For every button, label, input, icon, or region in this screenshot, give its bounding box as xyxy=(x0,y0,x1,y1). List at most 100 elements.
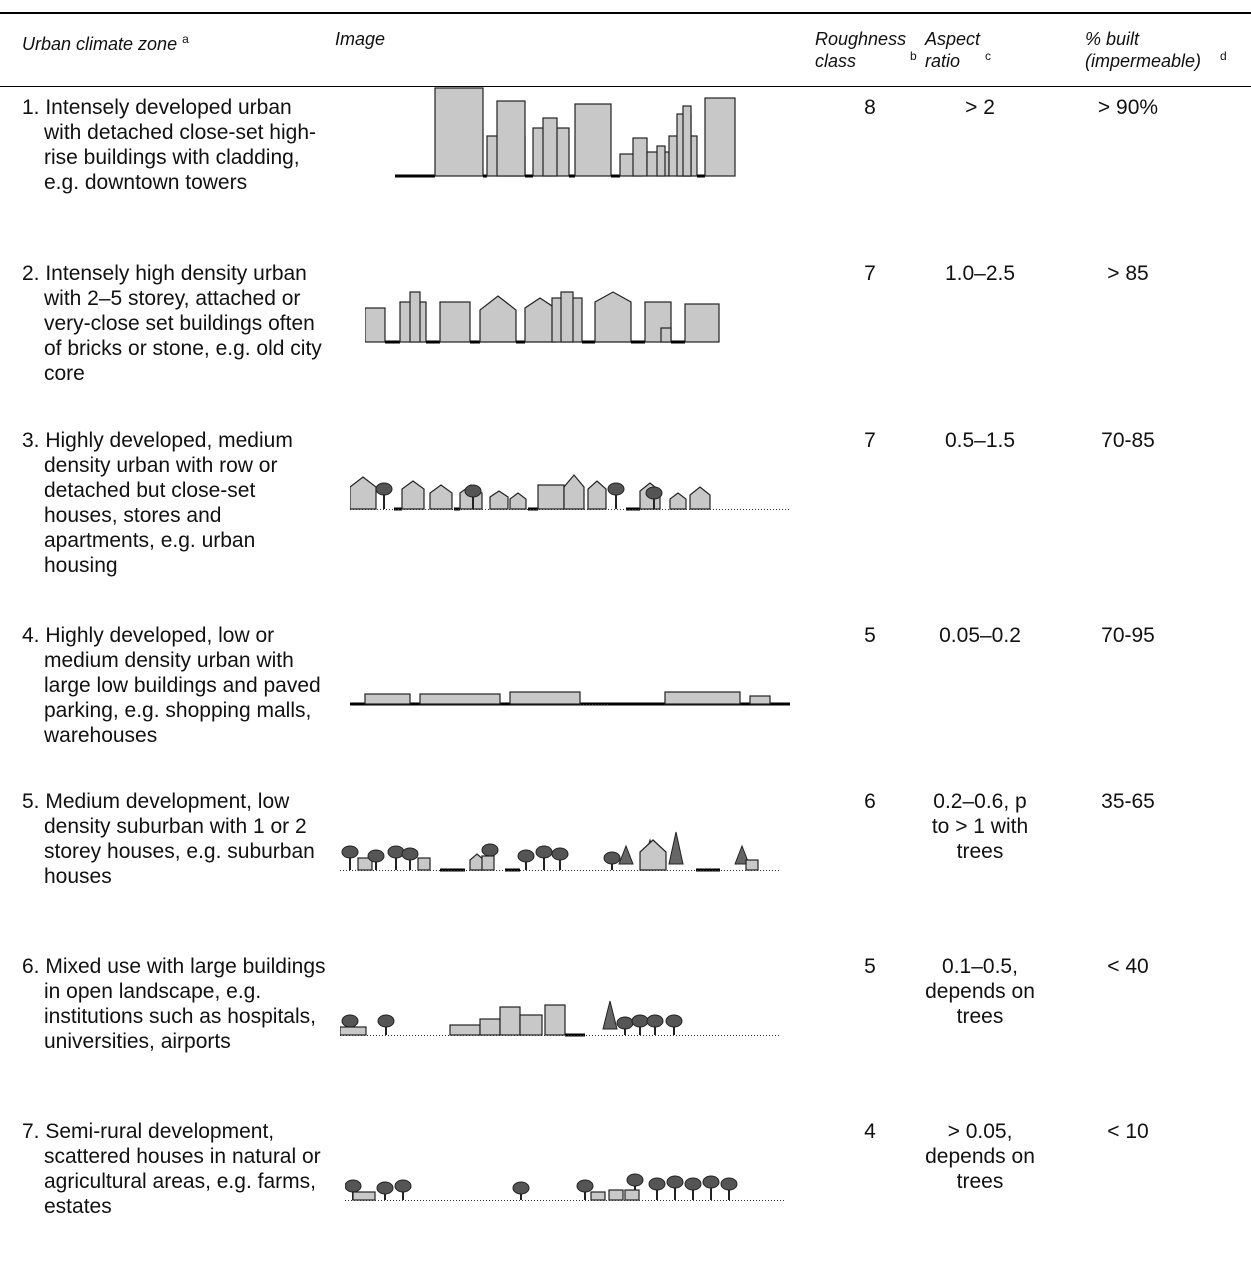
building xyxy=(660,326,672,343)
house xyxy=(669,491,687,510)
skyline-image xyxy=(395,87,736,178)
tree-crown xyxy=(551,847,569,860)
image-cell xyxy=(335,615,815,781)
note: b xyxy=(910,49,917,63)
cell-text: 4 xyxy=(864,1119,876,1143)
house xyxy=(524,296,556,343)
tree-crown xyxy=(616,1016,634,1029)
tree-crown xyxy=(648,1177,666,1190)
house xyxy=(639,838,667,871)
built-cell: > 90% xyxy=(1035,87,1251,253)
tree-crown xyxy=(341,1014,359,1027)
aspect-cell: 0.5–1.5 xyxy=(925,420,1035,615)
building xyxy=(417,856,431,871)
top-rule xyxy=(0,12,1251,14)
roughness-cell: 8 xyxy=(815,87,925,253)
skyline-image xyxy=(340,1000,780,1036)
tree-crown xyxy=(631,1014,649,1027)
building xyxy=(499,1005,521,1036)
cell-text: 7 xyxy=(864,428,876,452)
building xyxy=(364,692,411,705)
tree-crown xyxy=(702,1175,720,1188)
building xyxy=(419,692,501,705)
note: a xyxy=(182,32,189,46)
aspect-text: 1.0–2.5 xyxy=(944,261,1016,285)
building xyxy=(704,97,736,177)
building xyxy=(749,694,771,705)
building xyxy=(542,117,558,177)
skyline-image xyxy=(350,690,790,705)
tree-crown xyxy=(645,486,663,499)
zone-text: 1. Intensely developed urban with detach… xyxy=(22,96,316,194)
table-row: 2. Intensely high density urban with 2–5… xyxy=(0,253,1251,420)
building xyxy=(365,306,386,343)
table-body: 1. Intensely developed urban with detach… xyxy=(0,87,1251,1271)
zone-text: 3. Highly developed, medium density urba… xyxy=(22,428,293,577)
conifer xyxy=(618,844,634,864)
cell-text: 5 xyxy=(864,954,876,978)
building xyxy=(479,1017,501,1036)
cell-text: < 40 xyxy=(1107,954,1149,978)
aspect-text: 0.1–0.5, depends on trees xyxy=(925,954,1035,1028)
header-cell: Roughness class b xyxy=(815,14,925,87)
building xyxy=(340,1025,367,1036)
zone-text: 2. Intensely high density urban with 2–5… xyxy=(22,261,322,385)
tree-crown xyxy=(345,1179,362,1192)
skyline-image xyxy=(365,290,720,343)
building xyxy=(496,100,526,177)
zone-cell: 5. Medium development, low density subur… xyxy=(0,781,335,946)
table-row: 6. Mixed use with large buildings in ope… xyxy=(0,946,1251,1111)
tree-crown xyxy=(517,849,535,862)
note: d xyxy=(1220,49,1227,63)
building xyxy=(608,1188,624,1201)
zones-table: Urban climate zone a Image Roughness cla… xyxy=(0,14,1251,1271)
tree-crown xyxy=(367,849,385,862)
tree-crown xyxy=(512,1181,530,1194)
aspect-text: > 2 xyxy=(965,96,995,119)
house xyxy=(689,485,711,510)
skyline-image xyxy=(340,831,780,871)
header-cell: Image xyxy=(335,14,815,87)
table-row: 3. Highly developed, medium density urba… xyxy=(0,420,1251,615)
cell-text: 70-85 xyxy=(1101,428,1155,452)
roughness-cell: 5 xyxy=(815,946,925,1111)
aspect-text: > 0.05, depends on trees xyxy=(925,1119,1035,1193)
built-cell: 70-95 xyxy=(1035,615,1251,781)
house xyxy=(489,489,509,510)
skyline-image xyxy=(345,1173,785,1201)
roughness-cell: 6 xyxy=(815,781,925,946)
zone-text: 6. Mixed use with large buildings in ope… xyxy=(22,954,326,1053)
building xyxy=(357,856,373,871)
building xyxy=(537,483,565,510)
tree-crown xyxy=(376,1181,394,1194)
built-cell: 70-85 xyxy=(1035,420,1251,615)
building xyxy=(574,103,612,177)
built-cell: 35-65 xyxy=(1035,781,1251,946)
skyline-image xyxy=(350,473,790,510)
cell-text: > 90% xyxy=(1097,96,1159,119)
cell-text: 5 xyxy=(864,623,876,647)
built-cell: < 40 xyxy=(1035,946,1251,1111)
aspect-text: 0.5–1.5 xyxy=(944,428,1016,452)
building xyxy=(409,290,421,343)
zone-text: 7. Semi-rural development, scattered hou… xyxy=(22,1119,321,1218)
tree-crown xyxy=(607,482,625,495)
building xyxy=(590,1190,606,1201)
header-row: Urban climate zone a Image Roughness cla… xyxy=(0,14,1251,87)
table-row: 5. Medium development, low density subur… xyxy=(0,781,1251,946)
building xyxy=(434,87,484,177)
image-cell xyxy=(335,87,815,253)
image-cell xyxy=(335,946,815,1111)
building xyxy=(481,854,495,871)
roughness-cell: 4 xyxy=(815,1111,925,1271)
cell-text: 70-95 xyxy=(1101,623,1155,647)
cell-text: 8 xyxy=(864,96,876,119)
header-text: Aspect ratio xyxy=(925,29,981,71)
building xyxy=(684,302,720,343)
zone-cell: 6. Mixed use with large buildings in ope… xyxy=(0,946,335,1111)
image-cell xyxy=(335,781,815,946)
tree-crown xyxy=(666,1175,684,1188)
table-row: 4. Highly developed, low or medium densi… xyxy=(0,615,1251,781)
tree-crown xyxy=(387,845,405,858)
aspect-text: 0.05–0.2 xyxy=(939,623,1021,647)
